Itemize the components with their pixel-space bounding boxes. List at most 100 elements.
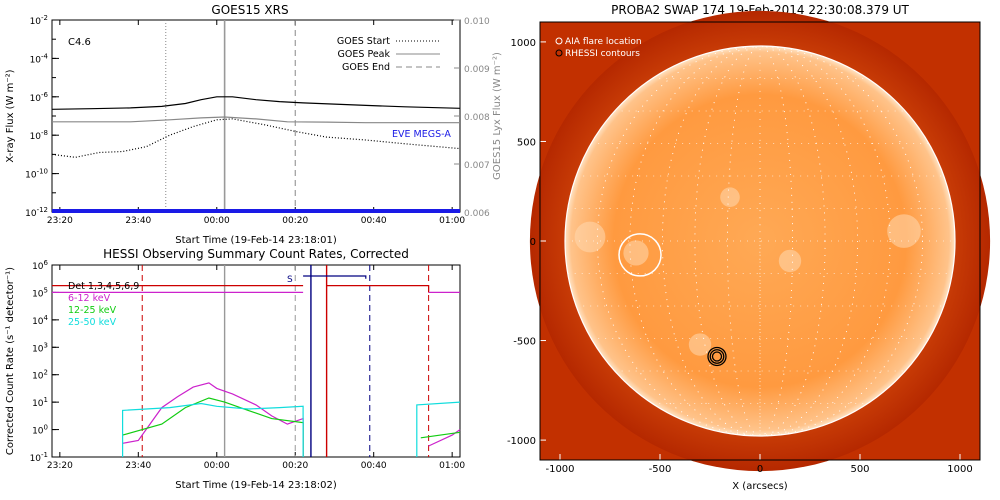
swap-image-panel: PROBA2 SWAP 174 19-Feb-2014 22:30:08.379…: [507, 3, 991, 492]
swap-xtick-label-4: 1000: [947, 464, 972, 475]
hessi-legend-det: Det 1,3,4,5,6,9: [68, 281, 139, 292]
swap-legend-rhessi: RHESSI contours: [565, 49, 640, 59]
swap-limb: [564, 45, 956, 437]
goes-ylabel: X-ray Flux (W m⁻²): [5, 69, 16, 162]
swap-legend-aia: AIA flare location: [565, 37, 642, 47]
hessi-xtick-label-2: 00:00: [204, 461, 230, 471]
goes-y2tick-label-0: 0.010: [464, 17, 490, 27]
goes-xlabel: Start Time (19-Feb-14 23:18:01): [175, 235, 337, 246]
swap-ytick-label-2: 0: [530, 237, 536, 248]
goes-xrs-panel: GOES15 XRS 23:20 23:40 00:00 00:20 00:40 01:0…: [5, 3, 503, 246]
goes-series-line-0: [51, 96, 461, 110]
swap-xtick-label-2: 0: [757, 464, 763, 475]
hessi-title: HESSI Observing Summary Count Rates, Cor…: [103, 247, 409, 261]
swap-rhessi-contour-1: [709, 349, 725, 364]
hessi-ticks: [52, 264, 453, 458]
hessi-series-line-5: [122, 382, 304, 457]
goes-annotation: EVE MEGS-A: [392, 129, 451, 140]
swap-ytick-label-4: -1000: [507, 436, 536, 447]
swap-ytick-label-0: 1000: [511, 38, 536, 49]
goes-class-label: C4.6: [68, 37, 91, 48]
hessi-series-line-9: [121, 402, 304, 457]
swap-ytick-label-1: 500: [517, 137, 536, 148]
goes-ytick-label-4: 10-10: [25, 168, 48, 181]
hessi-series-line-3: [326, 285, 430, 293]
goes-event-markers: [165, 20, 296, 212]
swap-legend: AIA flare location RHESSI contours: [555, 37, 642, 59]
hessi-markers: [141, 265, 430, 457]
hessi-ytick-label-6: 100: [32, 424, 48, 437]
hessi-ylabel: Corrected Count Rate (s⁻¹ detector⁻¹): [5, 267, 16, 455]
swap-active-region-5: [688, 333, 712, 356]
hessi-ytick-label-5: 101: [32, 396, 48, 409]
hessi-series-line-4: [303, 275, 367, 279]
hessi-x-tick-labels: 23:20 23:40 00:00 00:20 00:40 01:00: [47, 461, 466, 471]
goes-xtick-label-3: 00:20: [282, 216, 308, 226]
goes-ytick-label-3: 10-8: [30, 129, 48, 142]
goes-y2-tick-labels: 0.010 0.009 0.008 0.007 0.006: [464, 17, 490, 219]
swap-active-region-0: [574, 221, 606, 253]
hessi-legend: Det 1,3,4,5,6,9 6-12 keV 12-25 keV 25-50…: [68, 281, 139, 328]
hessi-xlabel: Start Time (19-Feb-14 23:18:02): [175, 480, 337, 491]
swap-solar-image: [529, 10, 991, 472]
hessi-legend-6-12: 6-12 keV: [68, 293, 111, 304]
goes-ytick-label-2: 10-6: [30, 91, 49, 104]
hessi-legend-25-50: 25-50 keV: [68, 317, 117, 328]
swap-ytick-label-3: -500: [513, 337, 536, 348]
goes-ytick-label-1: 10-4: [30, 52, 49, 65]
swap-xlabel: X (arcsecs): [732, 481, 788, 492]
swap-title: PROBA2 SWAP 174 19-Feb-2014 22:30:08.379…: [611, 3, 909, 17]
hessi-ytick-label-3: 103: [32, 341, 48, 354]
goes-xtick-label-5: 01:00: [439, 216, 465, 226]
goes-y2tick-label-2: 0.008: [464, 113, 490, 123]
hessi-ytick-label-7: 10-1: [30, 451, 48, 464]
goes-legend: GOES Start GOES Peak GOES End: [337, 36, 440, 73]
hessi-xtick-label-5: 01:00: [439, 461, 465, 471]
goes-title: GOES15 XRS: [211, 3, 288, 17]
goes-x-tick-labels: 23:20 23:40 00:00 00:20 00:40 01:00: [47, 216, 466, 226]
swap-xtick-label-1: -500: [649, 464, 672, 475]
goes-legend-start: GOES Start: [337, 36, 390, 47]
swap-rhessi-contour-0: [707, 346, 727, 367]
swap-legend-aia-marker: [555, 37, 563, 45]
hessi-ytick-label-4: 102: [32, 369, 48, 382]
hessi-xtick-label-4: 00:40: [361, 461, 387, 471]
swap-xtick-label-0: -1000: [545, 464, 574, 475]
goes-y2tick-label-4: 0.006: [464, 209, 490, 219]
hessi-ytick-label-2: 104: [32, 314, 48, 327]
goes-legend-end: GOES End: [342, 62, 390, 73]
swap-xtick-label-3: 500: [850, 464, 869, 475]
hessi-series-line-10: [416, 401, 461, 457]
goes-y2tick-label-3: 0.007: [464, 161, 490, 171]
goes-xtick-label-4: 00:40: [361, 216, 387, 226]
hessi-series-line-6: [428, 429, 461, 447]
hessi-series-line-8: [420, 431, 461, 439]
goes-xtick-label-0: 23:20: [47, 216, 73, 226]
hessi-state-label: S: [287, 275, 293, 285]
swap-y-tick-labels: 1000 500 0 -500 -1000: [507, 38, 536, 447]
goes-series-group: [51, 96, 461, 213]
hessi-legend-12-25: 12-25 keV: [68, 305, 117, 316]
swap-active-region-4: [778, 249, 802, 273]
hessi-xtick-label-0: 23:20: [47, 461, 73, 471]
hessi-ytick-label-1: 105: [32, 286, 48, 299]
hessi-panel: HESSI Observing Summary Count Rates, Cor…: [5, 247, 465, 491]
swap-legend-rhessi-marker: [555, 49, 563, 57]
hessi-ytick-label-0: 106: [32, 259, 48, 272]
swap-x-tick-labels: -1000 -500 0 500 1000: [545, 464, 972, 475]
goes-ytick-label-0: 10-2: [30, 14, 48, 27]
goes-y2tick-label-1: 0.009: [464, 65, 490, 75]
swap-active-region-1: [623, 240, 649, 266]
hessi-plot-frame: [51, 264, 461, 458]
swap-active-region-2: [887, 214, 921, 248]
goes-ytick-label-5: 10-12: [25, 206, 48, 219]
swap-rhessi-contour-2: [711, 351, 723, 362]
swap-active-region-3: [720, 187, 740, 207]
goes-xtick-label-2: 00:00: [204, 216, 230, 226]
hessi-series-group: [52, 275, 461, 457]
swap-plot-frame: [539, 21, 981, 461]
goes-legend-peak: GOES Peak: [338, 49, 391, 60]
swap-aia-flare-circle: [618, 233, 662, 277]
goes-series-line-2: [51, 118, 461, 158]
